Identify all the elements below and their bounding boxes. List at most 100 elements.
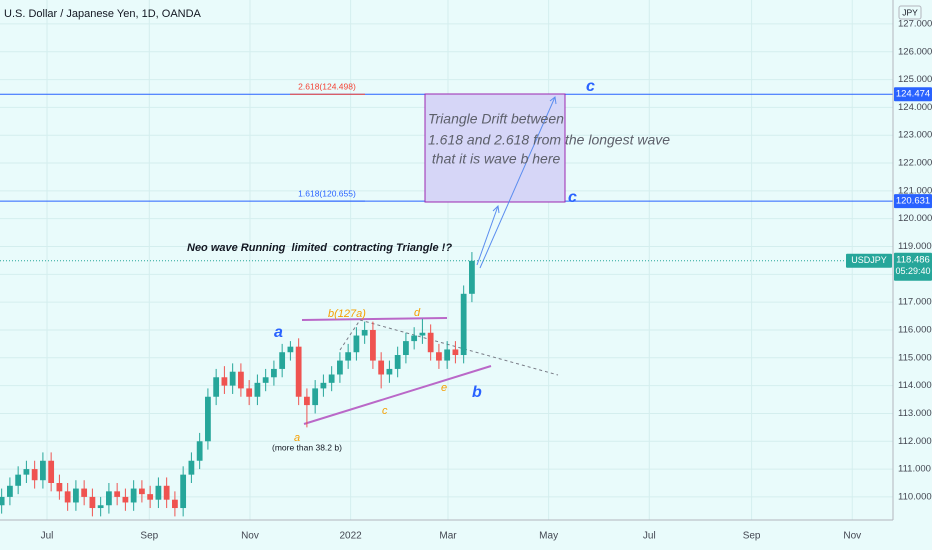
currency-box [898, 5, 922, 20]
candle-body [81, 488, 88, 497]
sub-wave-label: c [382, 405, 388, 417]
target-box [424, 93, 566, 203]
triangle-top-line [301, 317, 448, 321]
candle-body [40, 460, 46, 481]
pattern-label: Neo wave Running limited contracting Tri… [187, 242, 452, 254]
candle-body [254, 382, 261, 397]
candle-body [238, 371, 244, 389]
price-tag [894, 87, 932, 102]
y-tick-label: 113.000 [898, 408, 932, 419]
candle-body [452, 349, 459, 356]
x-tick-label: Sep [743, 531, 761, 542]
y-tick-label: 122.000 [898, 158, 932, 169]
sub-wave-label: a [294, 432, 300, 444]
candle-body [345, 352, 352, 361]
candle-body [328, 374, 335, 383]
candle-body [147, 494, 154, 500]
y-tick-label: 110.000 [898, 491, 932, 502]
candle-body [427, 332, 434, 353]
price-tag-label: 120.631 [896, 196, 930, 207]
candle-body [48, 460, 55, 483]
candle-body [361, 329, 368, 336]
candle-body [436, 352, 442, 361]
y-tick-label: 126.000 [898, 46, 932, 57]
candle-body [229, 371, 236, 386]
x-tick-label: Jul [41, 531, 54, 542]
y-tick-label: 123.000 [898, 130, 932, 141]
candle-body [56, 482, 63, 492]
y-tick-label: 117.000 [898, 297, 932, 308]
candle-body [64, 491, 71, 503]
dashed-line [359, 319, 559, 376]
candle-body [97, 505, 104, 509]
price-tag [894, 194, 932, 209]
x-tick-label: May [539, 531, 558, 542]
candle-body [15, 474, 22, 486]
candle-body [106, 491, 112, 506]
candle-body [469, 260, 475, 294]
candle-body [163, 485, 170, 500]
candle-body [386, 368, 393, 375]
y-tick-label: 112.000 [898, 436, 932, 447]
arrow-head [492, 204, 500, 214]
y-tick-label: 127.000 [898, 18, 932, 29]
price-tag-label: 124.474 [896, 89, 930, 100]
fib-label: 1.618(120.655) [298, 188, 356, 198]
y-tick-label: 119.000 [898, 241, 932, 252]
last-price-label: 118.486 [896, 254, 930, 265]
candle-body [337, 360, 343, 375]
y-tick-label: 111.000 [898, 464, 931, 475]
wave-label: a [274, 324, 283, 341]
candle-body [31, 469, 38, 481]
y-tick-label: 114.000 [898, 380, 932, 391]
candle-body [411, 335, 418, 342]
symbol-tag-label: USDJPY [851, 255, 887, 265]
sub-wave-label: b(127a) [328, 308, 366, 320]
candle-body [7, 485, 13, 497]
fib-label: 2.618(124.498) [298, 81, 356, 91]
x-tick-label: 2022 [340, 531, 363, 542]
candle-body [213, 377, 220, 397]
candle-body [353, 335, 360, 353]
y-tick-label: 125.000 [898, 74, 932, 85]
candle-body [403, 341, 409, 356]
x-tick-label: Nov [843, 531, 861, 542]
candle-body [287, 346, 294, 353]
candle-body [394, 355, 401, 369]
candle-body [419, 332, 426, 336]
arrows [476, 96, 557, 269]
candle-body [122, 496, 129, 503]
candle-body [279, 352, 286, 369]
candle-body [155, 485, 162, 500]
arrow [476, 205, 499, 266]
sub-wave-label: d [414, 307, 421, 319]
dashed-line [339, 319, 361, 351]
candle-body [205, 396, 211, 442]
y-tick-label: 115.000 [898, 352, 932, 363]
wave-label: b [472, 384, 482, 401]
currency: JPY [902, 7, 918, 17]
candle-body [444, 349, 451, 361]
y-tick-label: 120.000 [898, 213, 932, 224]
candle-body [180, 474, 187, 509]
wave-label: c [586, 78, 595, 95]
x-tick-label: Nov [241, 531, 259, 542]
candle-body [73, 488, 79, 503]
candle-body [460, 293, 467, 356]
note: (more than 38.2 b) [272, 442, 342, 452]
candle-body [295, 346, 302, 397]
candle-body [172, 499, 178, 509]
chart-title: U.S. Dollar / Japanese Yen, 1D, OANDA [4, 8, 202, 20]
triangle-bottom-line [303, 365, 492, 425]
candle-body [221, 377, 228, 386]
countdown: 05:29:40 [895, 266, 930, 276]
candle-body [312, 388, 319, 406]
candle-body [262, 377, 269, 383]
candle-body [139, 488, 145, 495]
x-tick-label: Jul [643, 531, 656, 542]
y-tick-label: 121.000 [898, 185, 932, 196]
x-tick-label: Mar [439, 531, 457, 542]
candle-body [246, 388, 253, 397]
